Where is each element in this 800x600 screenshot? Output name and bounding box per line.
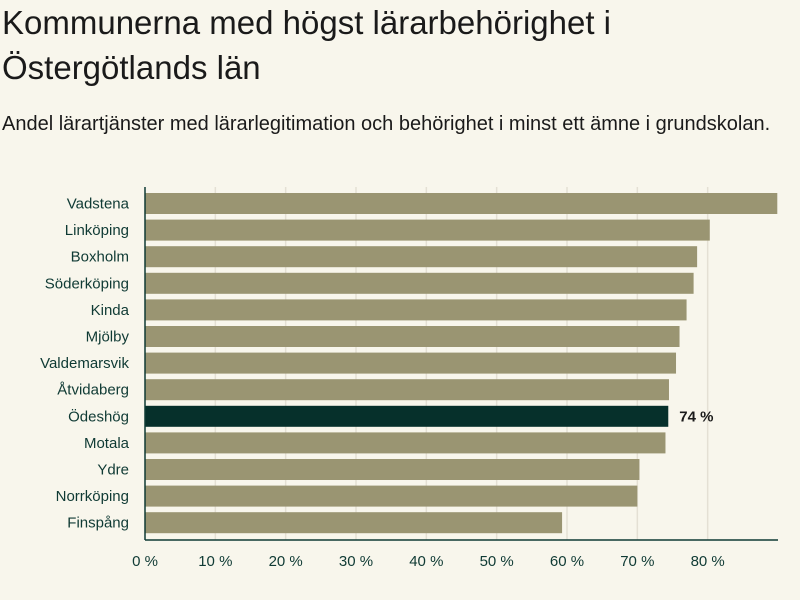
bar	[145, 512, 563, 534]
category-label: Linköping	[65, 222, 129, 239]
bar	[145, 485, 638, 507]
bar	[145, 246, 698, 268]
category-label: Finspång	[67, 515, 129, 532]
x-tick-label: 20 %	[269, 553, 303, 570]
category-label: Ydre	[97, 462, 129, 479]
x-tick-label: 10 %	[198, 553, 232, 570]
category-label: Motala	[84, 435, 130, 452]
value-label: 74 %	[679, 408, 713, 425]
category-label: Kinda	[91, 302, 130, 319]
category-label: Ödeshög	[68, 407, 129, 425]
category-label: Söderköping	[45, 275, 129, 292]
chart-subtitle: Andel lärartjänster med lärarlegitimatio…	[2, 113, 771, 135]
bar	[145, 379, 669, 401]
bar	[145, 193, 778, 214]
category-label: Norrköping	[56, 488, 129, 505]
bar	[145, 299, 687, 321]
category-label: Valdemarsvik	[40, 355, 129, 372]
bar	[145, 459, 640, 480]
bar	[145, 405, 669, 427]
x-tick-label: 0 %	[132, 553, 158, 570]
bar	[145, 272, 694, 294]
x-tick-label: 30 %	[339, 553, 373, 570]
x-tick-label: 40 %	[409, 553, 443, 570]
category-label: Vadstena	[67, 196, 130, 213]
category-label: Åtvidaberg	[57, 382, 129, 399]
x-tick-label: 70 %	[620, 553, 654, 570]
bar	[145, 326, 680, 347]
x-tick-label: 60 %	[550, 553, 584, 570]
bar	[145, 352, 677, 374]
bar	[145, 219, 710, 241]
x-tick-label: 50 %	[480, 553, 514, 570]
category-label: Boxholm	[71, 249, 129, 266]
category-label: Mjölby	[86, 329, 130, 346]
x-tick-label: 80 %	[691, 553, 725, 570]
chart-title: Kommunerna med högst lärarbehörighet i Ö…	[2, 4, 612, 86]
bar	[145, 432, 666, 454]
